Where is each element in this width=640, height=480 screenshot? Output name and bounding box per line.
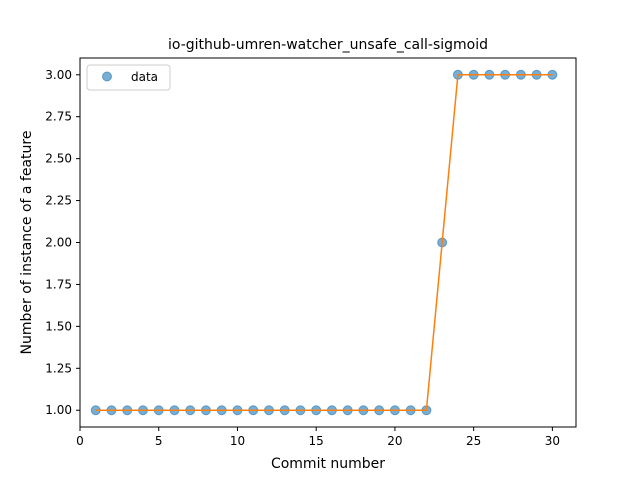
x-tick-label: 30	[545, 434, 560, 448]
chart-title: io-github-umren-watcher_unsafe_call-sigm…	[168, 37, 488, 53]
y-tick-label: 1.50	[45, 319, 72, 333]
y-tick-label: 3.00	[45, 68, 72, 82]
legend-label-data: data	[131, 70, 158, 84]
y-tick-label: 2.75	[45, 110, 72, 124]
y-tick-label: 1.25	[45, 361, 72, 375]
y-tick-label: 1.75	[45, 277, 72, 291]
legend-box	[86, 64, 171, 91]
y-tick-label: 1.00	[45, 403, 72, 417]
plot-area	[90, 69, 558, 416]
y-axis: 1.00 1.25 1.50 1.75 2.00 2.25 2.50 2.75 3.00	[45, 68, 80, 417]
y-tick-label: 2.00	[45, 236, 72, 250]
x-axis: 0 5 10 15 20 25 30	[76, 427, 560, 448]
x-tick-label: 10	[230, 434, 245, 448]
x-tick-label: 15	[309, 434, 324, 448]
legend-marker-data	[102, 71, 112, 82]
x-axis-title: Commit number	[271, 456, 385, 472]
y-axis-title: Number of instance of a feature	[19, 131, 35, 355]
fit-line	[95, 74, 553, 411]
x-tick-label: 25	[466, 434, 481, 448]
x-tick-label: 0	[76, 434, 84, 448]
legend: data	[86, 64, 171, 91]
x-tick-label: 5	[155, 434, 163, 448]
y-tick-label: 2.25	[45, 194, 72, 208]
x-tick-label: 20	[387, 434, 402, 448]
y-tick-label: 2.50	[45, 152, 72, 166]
